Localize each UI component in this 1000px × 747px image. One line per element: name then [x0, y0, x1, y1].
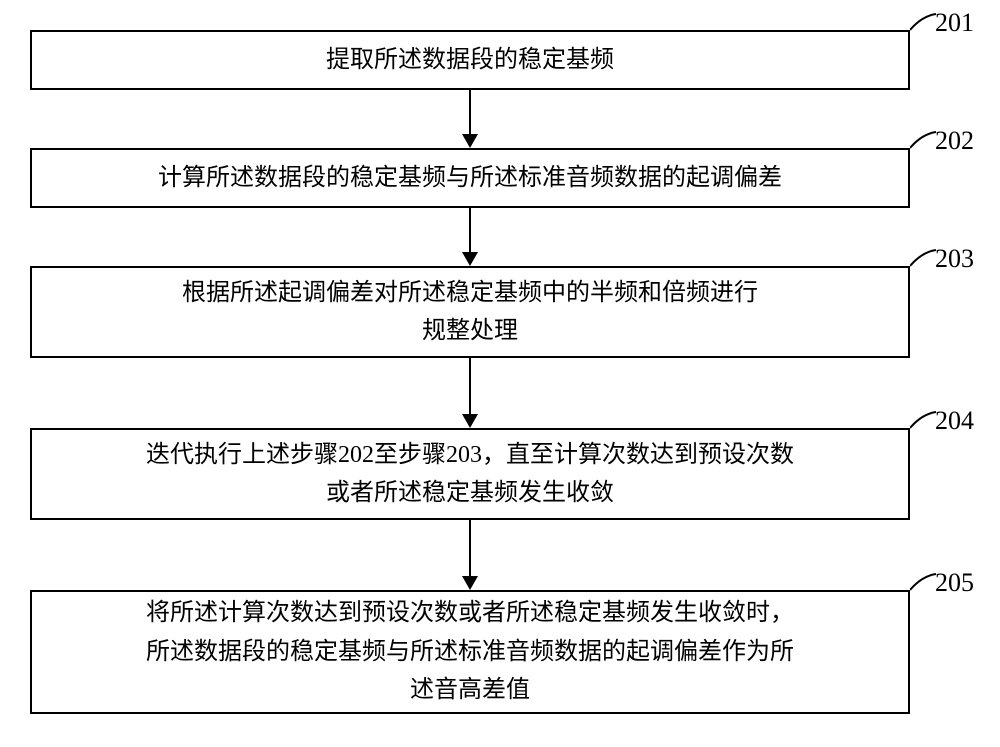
- label-connector-curve: [910, 246, 940, 268]
- step-label-202: 202: [935, 126, 974, 156]
- flowchart-canvas: 提取所述数据段的稳定基频 201 计算所述数据段的稳定基频与所述标准音频数据的起调偏…: [0, 0, 1000, 747]
- step-text: 提取所述数据段的稳定基频: [326, 41, 614, 79]
- arrow-down: [455, 208, 485, 266]
- step-text: 计算所述数据段的稳定基频与所述标准音频数据的起调偏差: [158, 159, 782, 197]
- step-label-203: 203: [935, 244, 974, 274]
- step-label-204: 204: [935, 406, 974, 436]
- step-box-205: 将所述计算次数达到预设次数或者所述稳定基频发生收敛时， 所述数据段的稳定基频与所…: [30, 590, 910, 714]
- label-connector-curve: [910, 570, 940, 592]
- step-text: 将所述计算次数达到预设次数或者所述稳定基频发生收敛时， 所述数据段的稳定基频与所…: [146, 594, 794, 709]
- step-box-201: 提取所述数据段的稳定基频: [30, 30, 910, 90]
- arrow-down: [455, 90, 485, 148]
- step-text: 根据所述起调偏差对所述稳定基频中的半频和倍频进行 规整处理: [182, 274, 758, 351]
- label-connector-curve: [910, 408, 940, 430]
- label-connector-curve: [910, 10, 940, 32]
- step-text: 迭代执行上述步骤202至步骤203，直至计算次数达到预设次数 或者所述稳定基频发…: [146, 436, 794, 513]
- step-box-202: 计算所述数据段的稳定基频与所述标准音频数据的起调偏差: [30, 148, 910, 208]
- arrow-down: [455, 358, 485, 428]
- step-box-203: 根据所述起调偏差对所述稳定基频中的半频和倍频进行 规整处理: [30, 266, 910, 358]
- step-label-205: 205: [935, 568, 974, 598]
- arrow-down: [455, 520, 485, 590]
- step-label-201: 201: [935, 8, 974, 38]
- label-connector-curve: [910, 128, 940, 150]
- step-box-204: 迭代执行上述步骤202至步骤203，直至计算次数达到预设次数 或者所述稳定基频发…: [30, 428, 910, 520]
